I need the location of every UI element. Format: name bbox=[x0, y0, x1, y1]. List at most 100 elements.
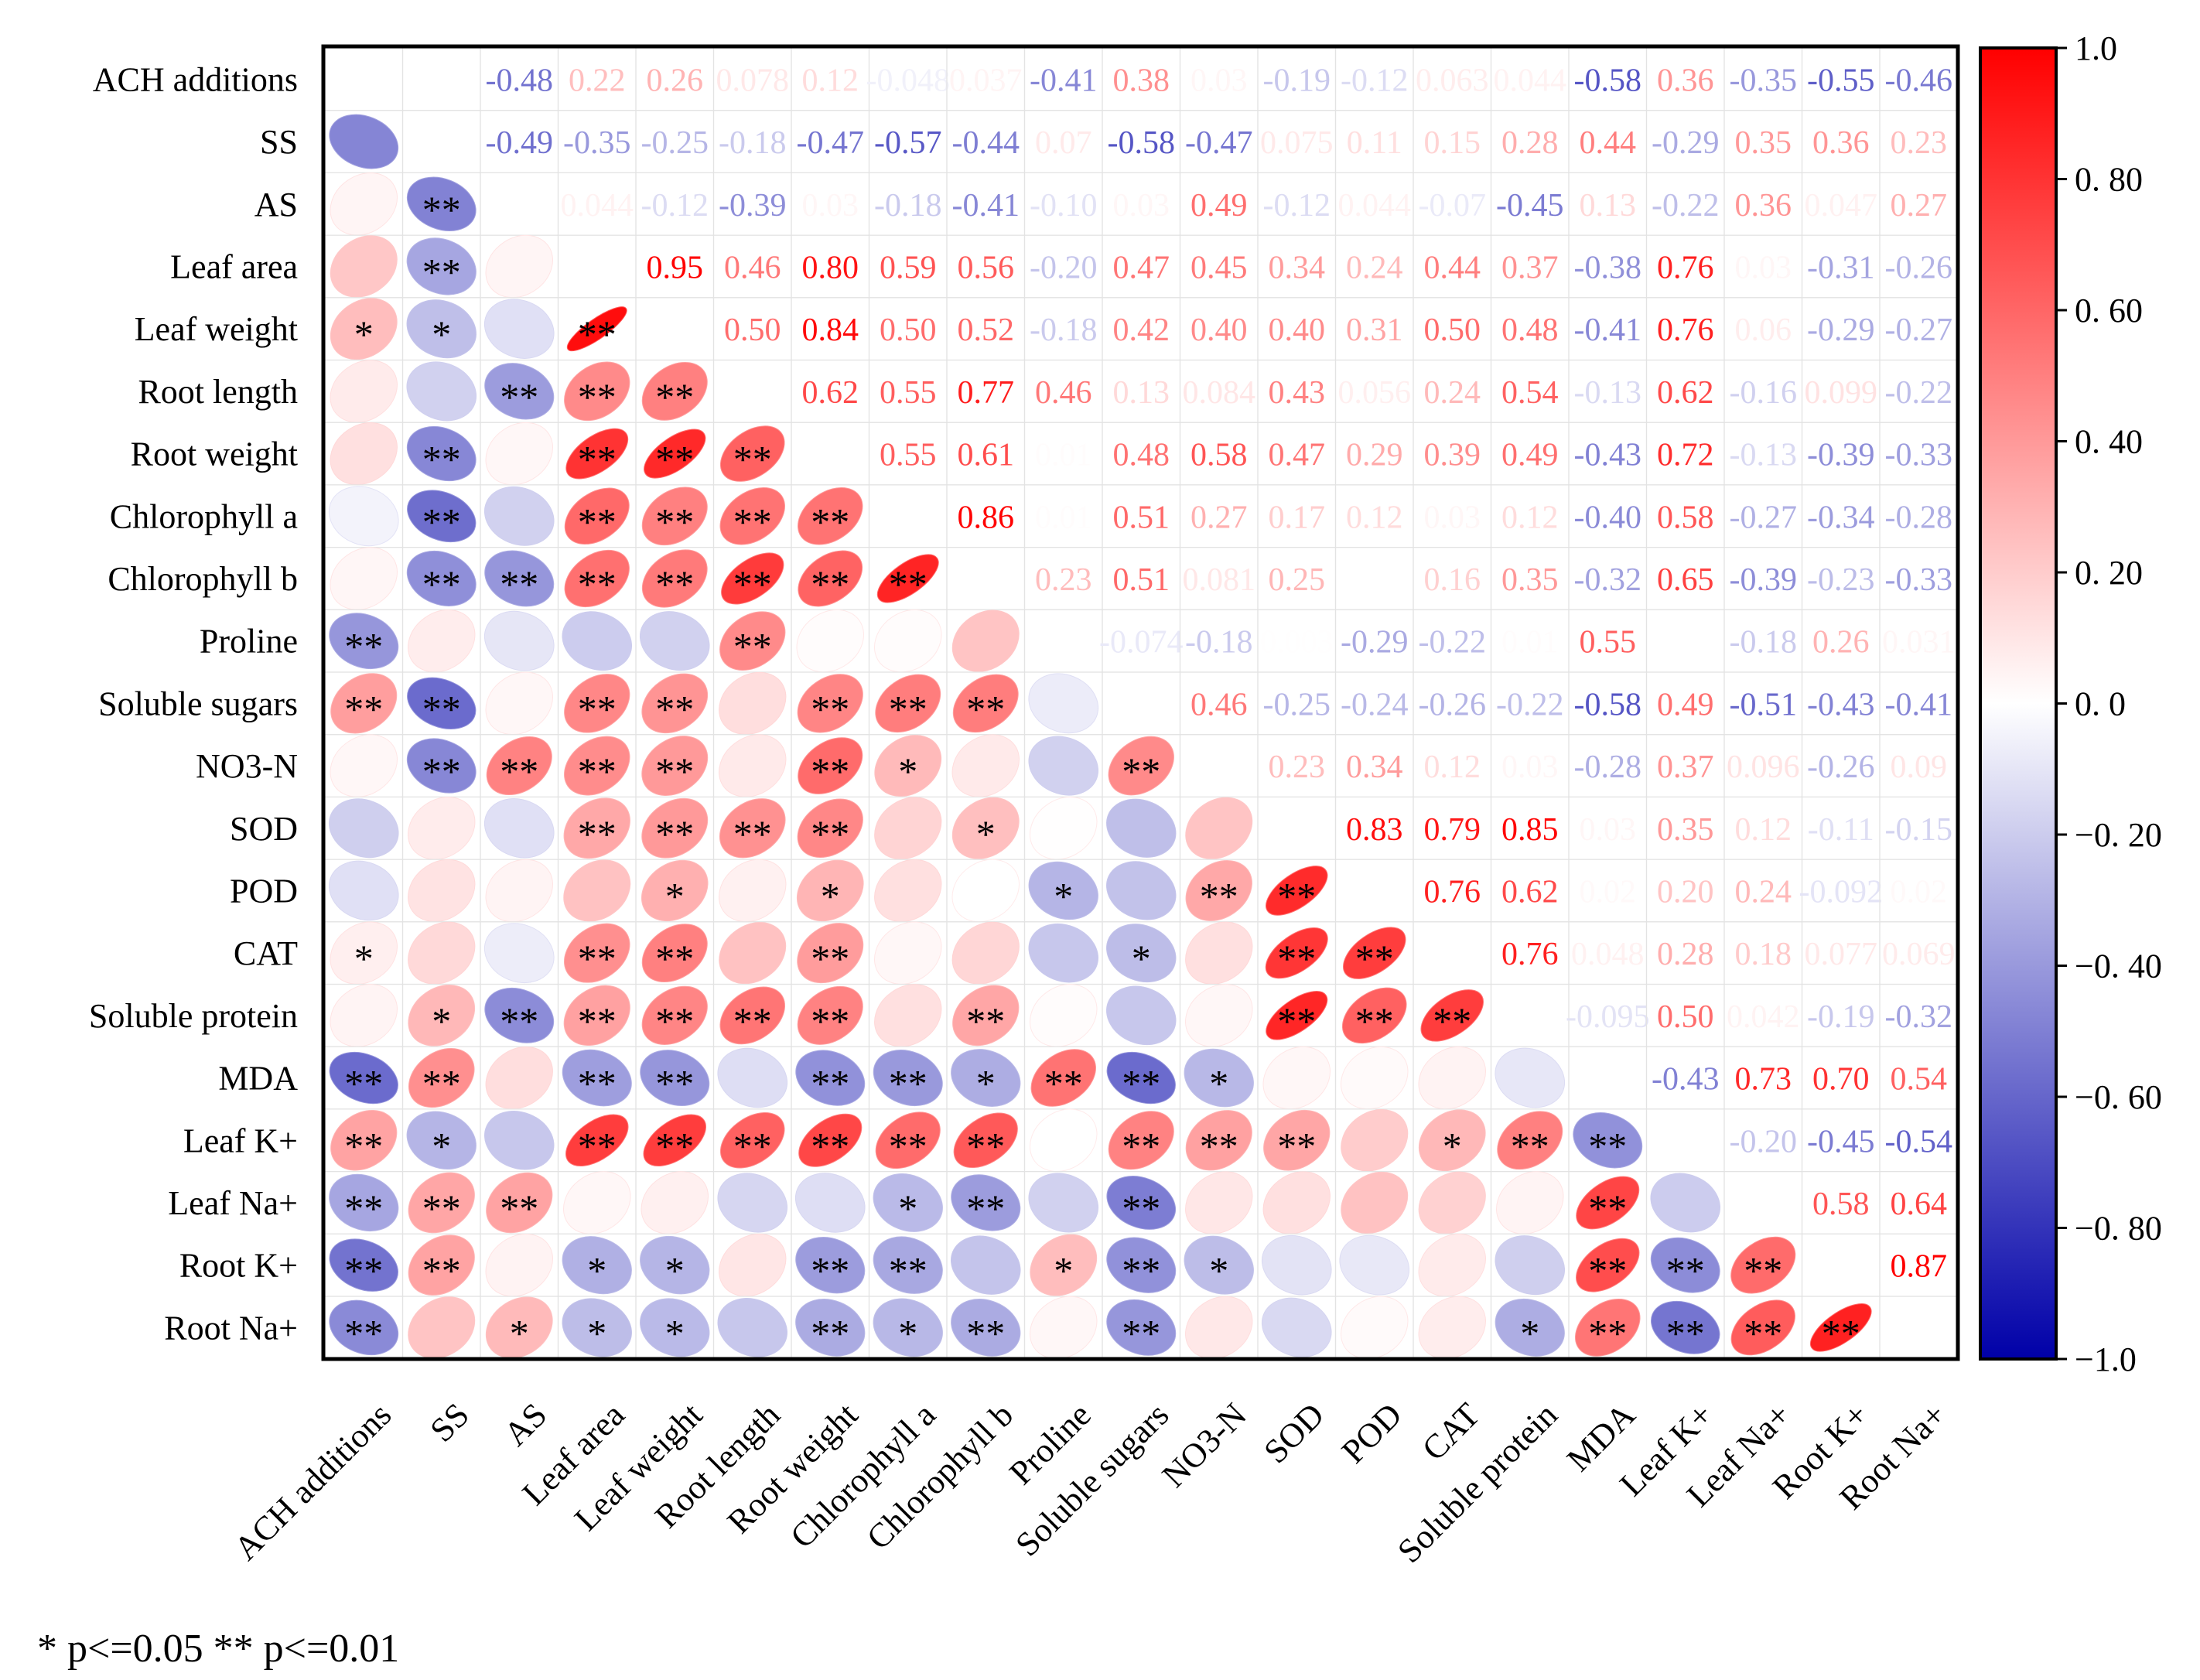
correlation-ellipse bbox=[639, 611, 710, 671]
significance-mark: ** bbox=[1511, 1124, 1549, 1167]
significance-mark: ** bbox=[655, 812, 694, 855]
correlation-ellipse bbox=[564, 549, 630, 608]
coefficient-label: 0.03 bbox=[1580, 812, 1637, 848]
significance-mark: ** bbox=[422, 188, 461, 231]
correlation-ellipse bbox=[1420, 989, 1484, 1042]
significance-mark: * bbox=[665, 1311, 685, 1354]
correlation-ellipse bbox=[719, 1111, 785, 1169]
coefficient-label: 0.79 bbox=[1424, 812, 1481, 848]
correlation-ellipse bbox=[876, 554, 939, 603]
row-label-root-na: Root Na+ bbox=[164, 1309, 298, 1347]
significance-mark: * bbox=[1209, 1062, 1228, 1105]
row-label-soluble-sugars: Soluble sugars bbox=[98, 685, 298, 722]
correlation-ellipse bbox=[563, 859, 631, 922]
correlation-ellipse bbox=[483, 798, 555, 859]
correlation-ellipse bbox=[1341, 1046, 1409, 1110]
correlation-ellipse bbox=[1106, 985, 1177, 1046]
correlation-ellipse bbox=[329, 1051, 398, 1105]
coefficient-label: -0.57 bbox=[874, 125, 942, 161]
significance-mark: * bbox=[354, 312, 374, 356]
significance-mark: * bbox=[665, 1249, 685, 1292]
correlation-ellipse bbox=[483, 610, 555, 671]
significance-mark: ** bbox=[811, 1311, 849, 1354]
correlation-ellipse bbox=[1030, 1296, 1098, 1360]
significance-mark: ** bbox=[1200, 874, 1238, 917]
correlation-ellipse bbox=[329, 1238, 398, 1292]
significance-mark: ** bbox=[889, 1062, 927, 1105]
coefficient-label: 0.06 bbox=[1735, 312, 1792, 348]
correlation-ellipse bbox=[1341, 1296, 1409, 1360]
significance-mark: * bbox=[898, 750, 917, 793]
correlation-ellipse bbox=[794, 1173, 866, 1233]
significance-mark: ** bbox=[422, 562, 461, 606]
correlation-ellipse bbox=[875, 1111, 941, 1170]
coefficient-label: 0.03 bbox=[1191, 63, 1248, 98]
coefficient-label: 0.17 bbox=[1269, 500, 1326, 535]
correlation-ellipse bbox=[641, 797, 709, 859]
coefficient-label: -0.32 bbox=[1574, 562, 1642, 598]
coefficient-label: 0.01 bbox=[1035, 438, 1092, 473]
coefficient-label: -0.24 bbox=[1341, 687, 1409, 722]
correlation-ellipse bbox=[330, 921, 398, 985]
coefficient-label: 0.76 bbox=[1424, 874, 1481, 910]
significance-mark: ** bbox=[1277, 874, 1316, 917]
coefficient-label: -0.51 bbox=[1730, 687, 1798, 722]
significance-mark: ** bbox=[1122, 1311, 1160, 1354]
correlation-ellipse bbox=[641, 361, 708, 421]
correlation-ellipse bbox=[1185, 797, 1253, 859]
significance-mark: ** bbox=[811, 812, 849, 855]
correlation-ellipse bbox=[1339, 1234, 1410, 1296]
correlation-ellipse bbox=[874, 859, 942, 922]
row-label-no3-n: NO3-N bbox=[196, 747, 298, 785]
correlation-ellipse bbox=[1266, 991, 1328, 1040]
coefficient-label: 0.048 bbox=[1571, 937, 1645, 972]
correlation-ellipse bbox=[717, 1047, 788, 1108]
correlation-ellipse bbox=[951, 859, 1020, 923]
coefficient-label: -0.26 bbox=[1807, 750, 1875, 785]
correlation-ellipse bbox=[407, 677, 477, 729]
coefficient-label: -0.41 bbox=[952, 188, 1020, 224]
correlation-ellipse bbox=[719, 922, 787, 985]
coefficient-label: 0.35 bbox=[1657, 812, 1714, 848]
row-label-cat: CAT bbox=[234, 934, 298, 972]
coefficient-label: -0.20 bbox=[1730, 1124, 1798, 1159]
coefficient-label: 0.096 bbox=[1727, 750, 1800, 785]
correlation-ellipse bbox=[562, 611, 633, 671]
correlation-ellipse bbox=[1495, 1298, 1565, 1357]
coefficient-label: 0.36 bbox=[1735, 188, 1792, 224]
significance-mark: ** bbox=[422, 1062, 461, 1105]
coefficient-label: 0.84 bbox=[802, 312, 859, 348]
coefficient-label: 0.23 bbox=[1035, 562, 1092, 598]
coefficient-label: 0.50 bbox=[724, 312, 781, 348]
correlation-ellipse bbox=[1576, 1176, 1640, 1230]
coefficient-label: 0.02 bbox=[1891, 874, 1948, 910]
coefficient-label: 0.76 bbox=[1657, 312, 1714, 348]
coefficient-label: 0.47 bbox=[1113, 250, 1170, 285]
grid-cell bbox=[712, 359, 792, 423]
correlation-ellipse bbox=[408, 921, 476, 985]
coefficient-label: -0.58 bbox=[1574, 63, 1642, 98]
coefficient-label: 0.081 bbox=[1183, 562, 1256, 598]
correlation-ellipse bbox=[1573, 1112, 1643, 1169]
significance-mark: ** bbox=[422, 438, 461, 481]
coefficient-label: 0.49 bbox=[1657, 687, 1714, 722]
correlation-ellipse bbox=[1266, 866, 1328, 916]
coefficient-label: 0.042 bbox=[1727, 999, 1800, 1035]
significance-mark: ** bbox=[578, 438, 617, 481]
coefficient-label: -0.27 bbox=[1885, 312, 1953, 348]
significance-mark: ** bbox=[1277, 999, 1316, 1043]
correlation-ellipse bbox=[562, 1298, 632, 1357]
correlation-ellipse bbox=[1030, 797, 1098, 860]
significance-mark: * bbox=[821, 874, 840, 917]
correlation-ellipse bbox=[406, 299, 477, 359]
coefficient-label: 0.25 bbox=[1269, 562, 1326, 598]
significance-mark: ** bbox=[422, 1187, 461, 1230]
correlation-ellipse bbox=[1185, 1296, 1253, 1359]
correlation-ellipse bbox=[1574, 1298, 1641, 1357]
coefficient-label: 0.47 bbox=[1269, 438, 1326, 473]
correlation-ellipse bbox=[873, 1236, 943, 1294]
coefficient-label: 0.22 bbox=[569, 63, 626, 98]
correlation-ellipse bbox=[408, 610, 476, 673]
correlation-ellipse bbox=[874, 735, 942, 797]
coefficient-label: 0.70 bbox=[1812, 1062, 1870, 1098]
